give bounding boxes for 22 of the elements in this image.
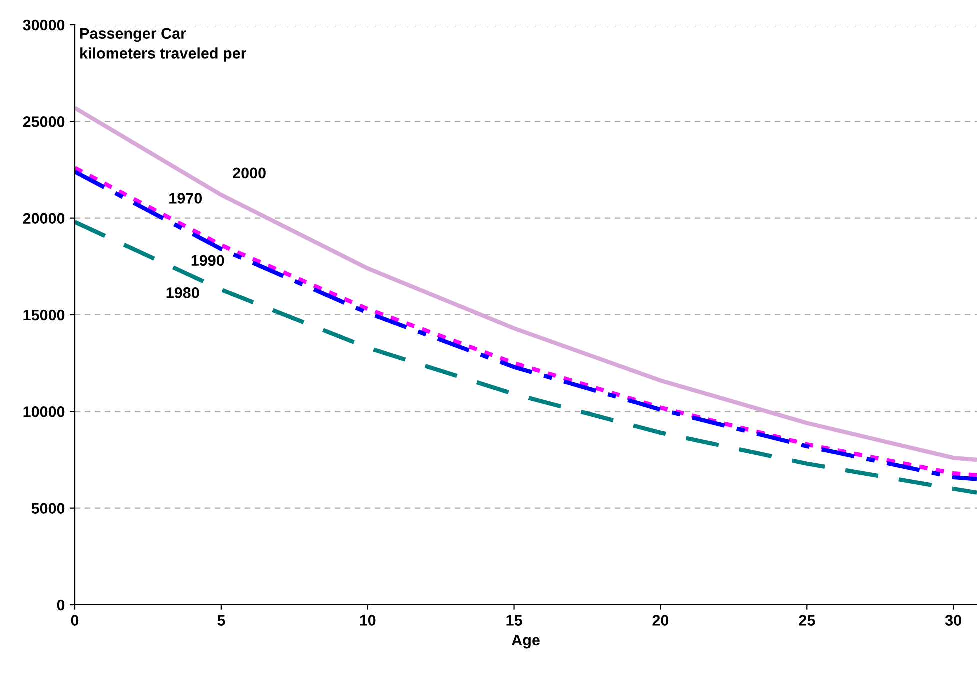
y-tick-label: 10000 [24,406,65,418]
x-tick-label: 0 [71,615,79,626]
x-tick-label: 30 [945,615,962,626]
x-tick-label: 25 [799,615,816,626]
x-tick-label: 15 [506,615,522,626]
line-series [75,220,977,495]
line-series [75,106,977,462]
series-label: 1970 [170,193,202,204]
series-label: 2000 [233,168,266,179]
x-axis-title: Age [512,635,540,649]
x-tick-label: 5 [218,615,226,626]
y-tick-label: 5000 [32,503,65,514]
x-tick-label: 20 [652,615,669,626]
y-tick-label: 30000 [23,20,65,31]
y-tick-label: 25000 [23,116,65,128]
x-tick-label: 10 [360,615,376,626]
y-tick-label: 15000 [24,310,65,321]
series-label: 1990 [192,255,224,266]
series-label: 1980 [166,288,200,298]
y-tick-label: 0 [57,600,65,611]
y-axis-title: Passenger Car kilometers traveled per [80,28,247,62]
y-tick-label: 20000 [23,213,65,224]
